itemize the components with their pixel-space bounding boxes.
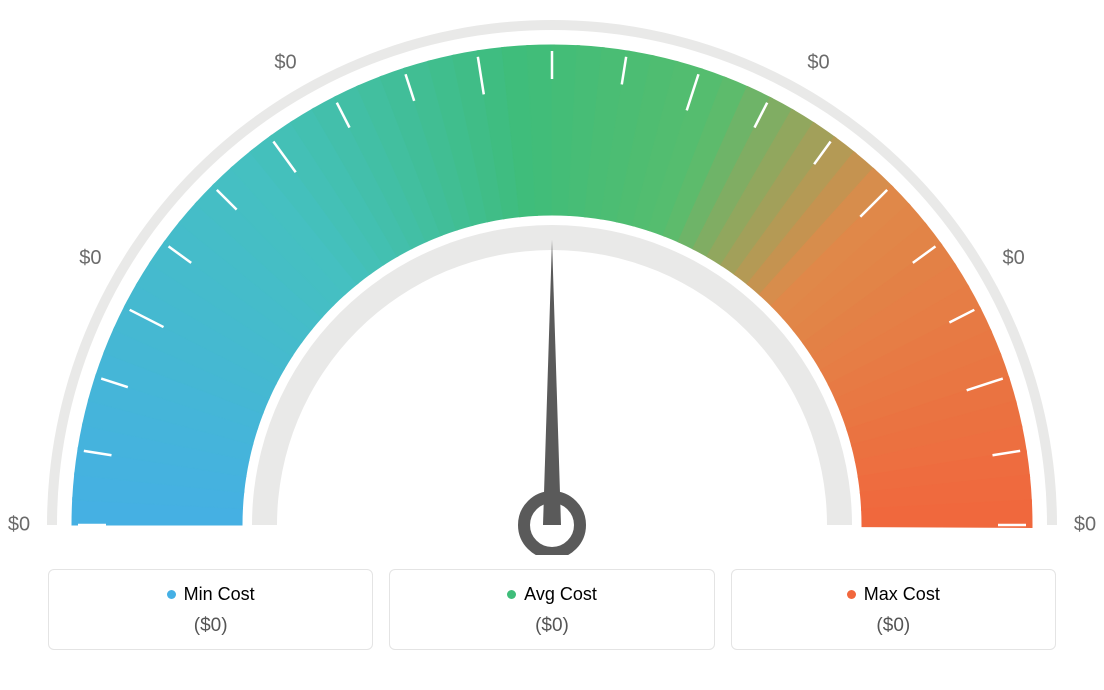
legend-row: Min Cost ($0) Avg Cost ($0) Max Cost ($0… <box>0 555 1104 650</box>
gauge-tick-label: $0 <box>1074 513 1096 535</box>
legend-dot-min <box>167 590 176 599</box>
legend-card-min: Min Cost ($0) <box>48 569 373 650</box>
legend-value-min: ($0) <box>59 615 362 637</box>
legend-title-avg: Avg Cost <box>507 584 597 605</box>
gauge-tick-label: $0 <box>8 513 30 535</box>
legend-card-avg: Avg Cost ($0) <box>389 569 714 650</box>
gauge-tick-label: $0 <box>541 0 563 2</box>
gauge-tick-label: $0 <box>274 52 296 74</box>
legend-dot-avg <box>507 590 516 599</box>
legend-card-max: Max Cost ($0) <box>731 569 1056 650</box>
gauge-svg: $0 $0 $0 $0 $0 $0 $0 <box>0 0 1104 555</box>
legend-value-max: ($0) <box>742 615 1045 637</box>
gauge-tick-label: $0 <box>79 247 101 269</box>
legend-label-max: Max Cost <box>864 584 940 605</box>
legend-label-min: Min Cost <box>184 584 255 605</box>
legend-label-avg: Avg Cost <box>524 584 597 605</box>
legend-value-avg: ($0) <box>400 615 703 637</box>
legend-title-min: Min Cost <box>167 584 255 605</box>
gauge-chart: $0 $0 $0 $0 $0 $0 $0 <box>0 0 1104 555</box>
legend-dot-max <box>847 590 856 599</box>
gauge-tick-label: $0 <box>807 52 829 74</box>
gauge-tick-label: $0 <box>1002 247 1024 269</box>
legend-title-max: Max Cost <box>847 584 940 605</box>
gauge-needle <box>543 240 561 525</box>
